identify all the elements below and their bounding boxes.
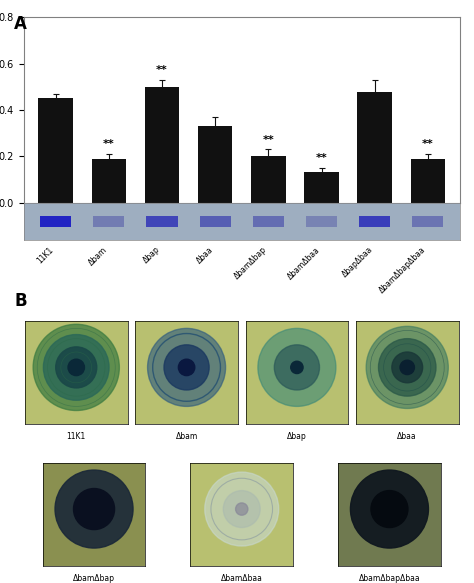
Text: Δbaa: Δbaa: [397, 432, 417, 441]
Bar: [145, 87, 179, 202]
Circle shape: [400, 360, 414, 375]
Text: ΔbamΔbaa: ΔbamΔbaa: [285, 245, 321, 281]
Text: **: **: [316, 153, 328, 163]
Bar: [93, 216, 124, 227]
Circle shape: [392, 352, 423, 383]
Circle shape: [68, 359, 84, 375]
Text: ΔbamΔbapΔbaa: ΔbamΔbapΔbaa: [378, 245, 428, 295]
Bar: [359, 216, 390, 227]
Text: **: **: [263, 135, 274, 145]
Text: Δbap: Δbap: [287, 432, 307, 441]
Circle shape: [379, 339, 436, 396]
Bar: [304, 173, 339, 202]
Bar: [200, 216, 231, 227]
Text: ΔbamΔbapΔbaa: ΔbamΔbapΔbaa: [359, 574, 420, 583]
Text: **: **: [422, 139, 434, 149]
Circle shape: [205, 472, 279, 546]
Circle shape: [55, 470, 133, 548]
Bar: [412, 216, 444, 227]
Circle shape: [73, 489, 115, 529]
Text: 11K1: 11K1: [36, 245, 55, 265]
Circle shape: [366, 326, 448, 409]
Circle shape: [56, 347, 97, 388]
Circle shape: [33, 324, 119, 410]
Text: Δbaa: Δbaa: [195, 245, 215, 265]
Text: ΔbamΔbap: ΔbamΔbap: [73, 574, 115, 583]
Circle shape: [178, 359, 195, 375]
Circle shape: [44, 335, 109, 401]
Text: **: **: [156, 65, 168, 75]
Text: B: B: [14, 292, 27, 310]
Text: ΔbapΔbaa: ΔbapΔbaa: [340, 245, 374, 279]
Text: Δbam: Δbam: [175, 432, 198, 441]
Bar: [306, 216, 337, 227]
Circle shape: [350, 470, 428, 548]
Bar: [357, 92, 392, 202]
Text: ΔbamΔbaa: ΔbamΔbaa: [221, 574, 263, 583]
Circle shape: [223, 490, 260, 528]
Text: ΔbamΔbap: ΔbamΔbap: [232, 245, 268, 281]
Bar: [38, 99, 73, 202]
Text: Δbap: Δbap: [142, 245, 162, 265]
Bar: [198, 127, 232, 202]
Bar: [40, 216, 71, 227]
Bar: [91, 159, 126, 202]
Circle shape: [274, 345, 319, 390]
Circle shape: [147, 328, 226, 406]
Text: A: A: [14, 15, 27, 33]
Circle shape: [258, 328, 336, 406]
Circle shape: [291, 361, 303, 374]
Bar: [410, 159, 445, 202]
Text: 11K1: 11K1: [67, 432, 86, 441]
Circle shape: [236, 503, 248, 515]
Bar: [146, 216, 178, 227]
Circle shape: [164, 345, 209, 390]
Bar: [251, 156, 286, 202]
Bar: [253, 216, 284, 227]
Circle shape: [371, 490, 408, 528]
Text: **: **: [103, 139, 115, 149]
Text: Δbam: Δbam: [87, 245, 109, 267]
